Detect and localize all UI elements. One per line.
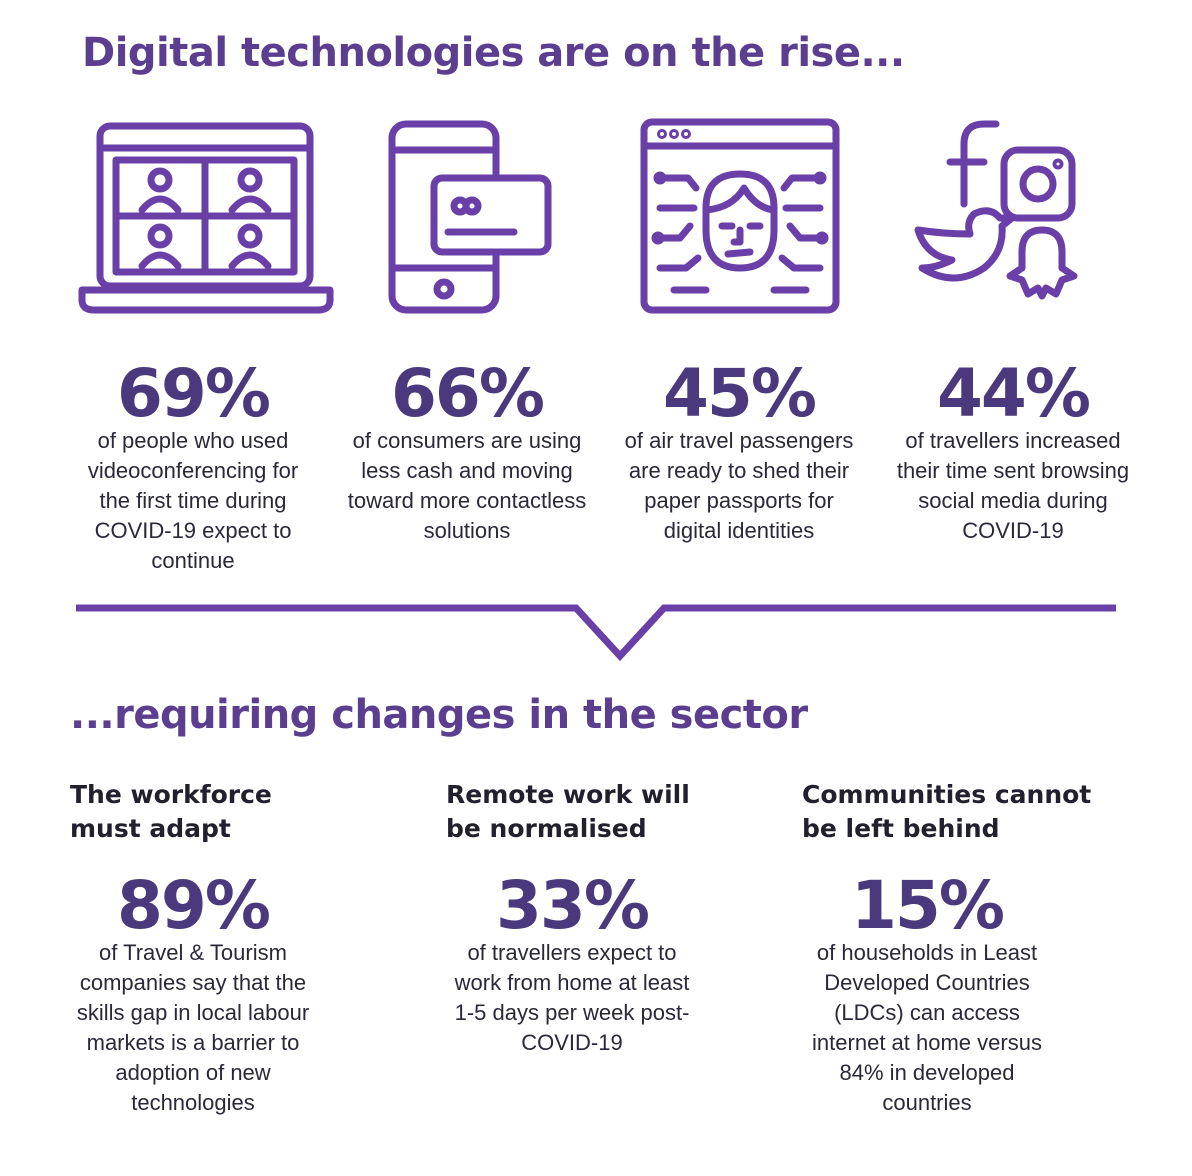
stat-social-media: 44% of travellers increased their time s… bbox=[892, 355, 1134, 546]
stat-skills-gap: 89% of Travel & Tourism companies say th… bbox=[62, 867, 324, 1118]
stat-contactless: 66% of consumers are using less cash and… bbox=[346, 355, 588, 546]
stat-description: of people who used videoconferencing for… bbox=[87, 428, 299, 573]
stat-percentage: 66% bbox=[391, 355, 545, 432]
bottom-heading: ...requiring changes in the sector bbox=[70, 692, 808, 738]
stat-percentage: 44% bbox=[937, 355, 1091, 432]
stat-percentage: 89% bbox=[117, 867, 271, 944]
laptop-videoconference-icon bbox=[78, 118, 334, 318]
stat-description: of air travel passengers are ready to sh… bbox=[624, 428, 854, 543]
stat-percentage: 33% bbox=[496, 867, 650, 944]
stat-description: of travellers expect to work from home a… bbox=[454, 940, 690, 1055]
social-media-icon bbox=[912, 118, 1092, 314]
stat-description: of travellers increased their time sent … bbox=[896, 428, 1130, 543]
stat-description: of Travel & Tourism companies say that t… bbox=[76, 940, 310, 1115]
column-title-workforce: The workforce must adapt bbox=[70, 780, 272, 843]
stat-description: of consumers are using less cash and mov… bbox=[347, 428, 587, 543]
stat-percentage: 15% bbox=[851, 867, 1005, 944]
stat-percentage: 45% bbox=[663, 355, 817, 432]
top-heading: Digital technologies are on the rise... bbox=[82, 30, 905, 76]
stat-percentage: 69% bbox=[117, 355, 271, 432]
phone-card-payment-icon bbox=[386, 118, 556, 318]
stat-digital-identity: 45% of air travel passengers are ready t… bbox=[618, 355, 860, 546]
column-title-communities: Communities cannot be left behind bbox=[802, 780, 1092, 843]
face-scan-icon bbox=[640, 118, 840, 314]
stat-internet-access: 15% of households in Least Developed Cou… bbox=[802, 867, 1052, 1118]
section-divider bbox=[76, 604, 1116, 662]
column-title-remote-work: Remote work will be normalised bbox=[446, 780, 690, 843]
stat-videoconferencing: 69% of people who used videoconferencing… bbox=[72, 355, 314, 576]
stat-remote-work: 33% of travellers expect to work from ho… bbox=[446, 867, 698, 1058]
stat-description: of households in Least Developed Countri… bbox=[812, 940, 1042, 1115]
